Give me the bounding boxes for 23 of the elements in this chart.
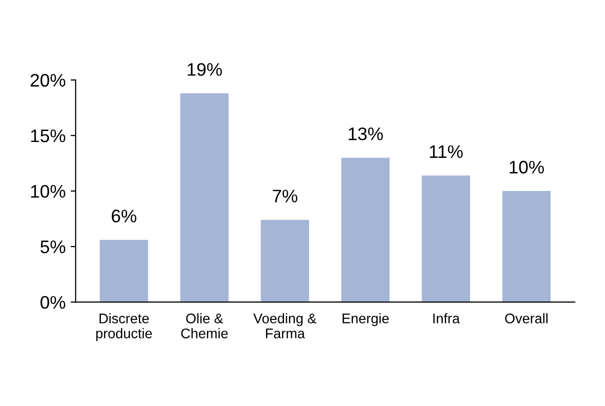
y-tick-label: 20% <box>30 74 66 87</box>
y-tick-label: 15% <box>31 130 66 142</box>
x-tick-label: Discrete productie <box>96 313 152 342</box>
x-tick-label: Voeding & Farma <box>253 313 316 338</box>
y-tick-label: 5% <box>40 240 66 254</box>
data-label: 6% <box>112 210 136 222</box>
x-tick-label: Overall <box>505 313 548 324</box>
data-label: 19% <box>188 63 222 76</box>
x-tick-label: Infra <box>433 313 460 324</box>
bar <box>180 93 229 302</box>
y-tick-label: 0% <box>40 296 66 309</box>
bar <box>100 240 148 302</box>
bar <box>422 175 470 302</box>
data-label: 10% <box>510 160 544 174</box>
x-tick-label: Olie & Chemie <box>181 313 228 338</box>
bar <box>260 220 310 302</box>
bar <box>341 158 390 302</box>
bar <box>502 191 551 302</box>
data-label: 7% <box>272 190 298 202</box>
x-tick-label: Energie <box>342 313 389 326</box>
data-label: 11% <box>430 145 463 158</box>
y-tick-label: 10% <box>31 184 66 198</box>
data-label: 13% <box>348 127 383 140</box>
